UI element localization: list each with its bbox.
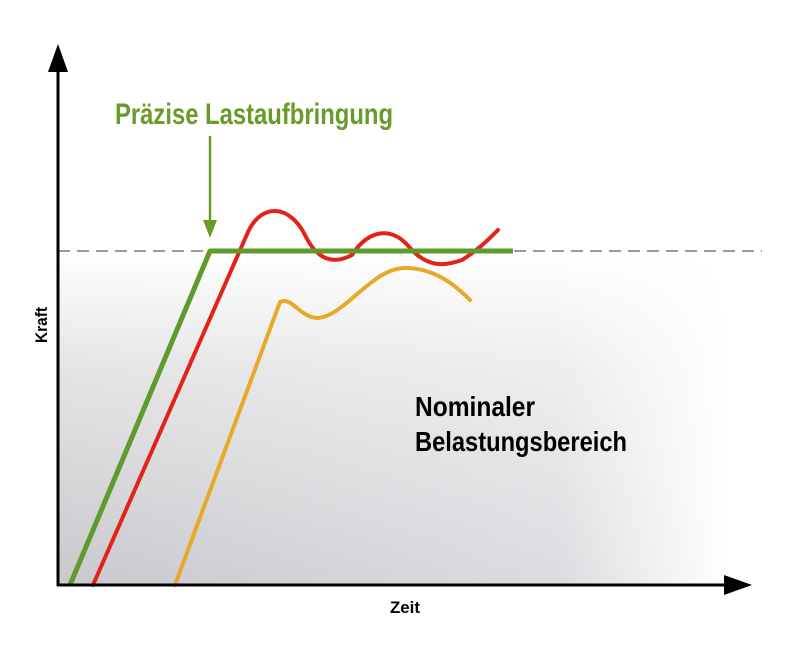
region-label: Belastungsbereich (415, 426, 627, 457)
y-axis-arrow (48, 44, 68, 72)
region-label: Nominaler (415, 391, 535, 422)
green-curve (67, 248, 513, 586)
region-fade (58, 251, 728, 585)
orange-curve (173, 266, 472, 587)
annotation-arrowhead (203, 220, 217, 238)
y-axis-label: Kraft (32, 307, 51, 343)
red-curve (91, 209, 500, 587)
x-axis-label: Zeit (390, 598, 420, 617)
annotation: Präzise Lastaufbringung (115, 98, 393, 131)
x-axis-arrow (724, 575, 752, 595)
